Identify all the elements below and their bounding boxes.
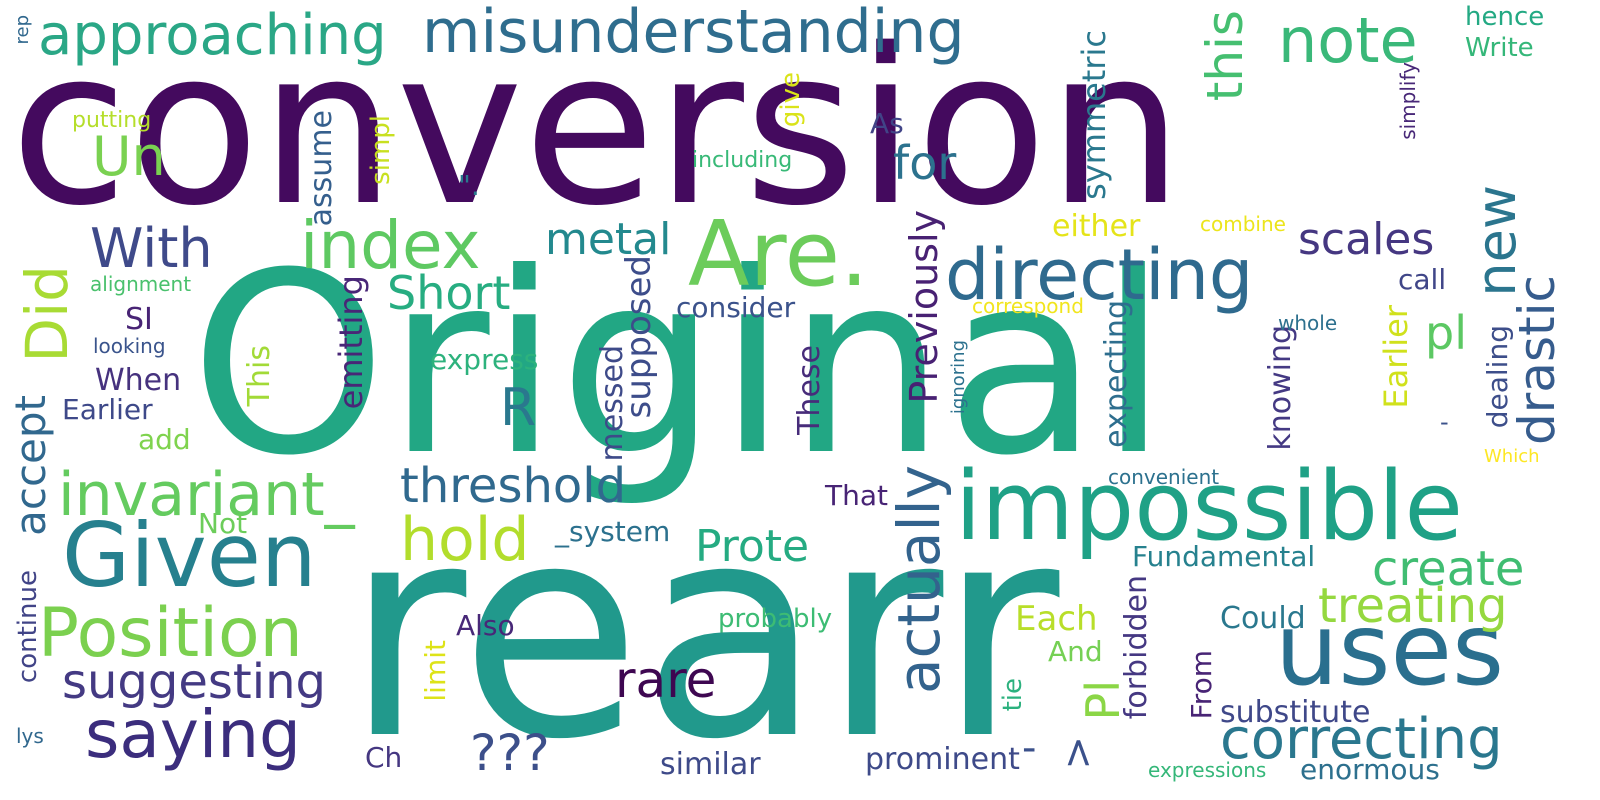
word-accept: accept — [6, 395, 55, 536]
word-drastic: drastic — [1508, 275, 1566, 445]
word-symmetric: symmetric — [1075, 30, 1113, 200]
word-earlier-vertical: Earlier — [1377, 305, 1415, 409]
word-also: Also — [456, 609, 515, 642]
word-dash: - — [1022, 725, 1037, 771]
word-enormous: enormous — [1300, 753, 1440, 786]
word-knowing: knowing — [1263, 325, 1298, 451]
word-arrow: > — [1055, 736, 1101, 770]
word-probably: probably — [718, 604, 833, 634]
word-emitting: emitting — [332, 275, 370, 410]
word-original: Original — [190, 219, 1169, 510]
word-previously: Previously — [902, 210, 946, 404]
word-each: Each — [1015, 599, 1098, 639]
word-prominent: prominent — [865, 742, 1020, 777]
word-not: Not — [198, 507, 248, 540]
word-earlier: Earlier — [62, 393, 153, 426]
word-actually: actually — [885, 465, 953, 695]
word-putting: putting — [72, 108, 152, 133]
word-correspond: correspond — [972, 294, 1084, 318]
word-rep: rep — [12, 15, 33, 45]
word-call: call — [1398, 263, 1447, 296]
word-when: When — [95, 363, 182, 398]
word-fundamental: Fundamental — [1132, 540, 1316, 573]
word-are: Are. — [688, 202, 869, 307]
word-directing: directing — [945, 234, 1254, 316]
word-system: _system — [555, 515, 671, 548]
word-quote-dot: ". — [458, 169, 480, 202]
word-that: That — [825, 479, 888, 512]
word-these: These — [792, 345, 827, 435]
word-hence: hence — [1465, 2, 1545, 32]
word-looking: looking — [93, 334, 166, 358]
word-add: add — [138, 423, 191, 456]
word-continue: continue — [13, 570, 43, 684]
word-lys: lys — [16, 724, 44, 748]
word-express: express — [430, 343, 539, 376]
word-misunderstanding: misunderstanding — [422, 0, 965, 67]
word-similar: similar — [660, 747, 761, 782]
word-for: for — [893, 136, 957, 190]
word-convenient: convenient — [1108, 465, 1220, 489]
word-expecting: expecting — [1099, 300, 1134, 448]
word-from: From — [1185, 650, 1218, 720]
word-could: Could — [1220, 601, 1306, 636]
word-dealing: dealing — [1481, 325, 1514, 429]
word-threshold: threshold — [400, 458, 627, 514]
word-r: R — [500, 378, 537, 438]
word-and: And — [1048, 635, 1103, 668]
word-assume: assume — [304, 110, 339, 227]
word-give: give — [776, 72, 806, 128]
word-combine: combine — [1200, 212, 1286, 236]
word-index: index — [300, 207, 481, 284]
word-dash-small: - — [1440, 408, 1449, 436]
word-si: SI — [125, 302, 153, 337]
word-which: Which — [1484, 446, 1540, 467]
word-whole: whole — [1278, 311, 1338, 335]
word-conversion: conversion — [10, 2, 1184, 253]
word-this-2: This — [242, 345, 277, 407]
word-limit: limit — [419, 640, 452, 702]
word-approaching: approaching — [38, 3, 387, 68]
word-saying: saying — [85, 696, 301, 773]
word-prote: Prote — [695, 521, 810, 572]
word-write: Write — [1465, 33, 1534, 63]
word-invariant: invariant_ — [58, 460, 355, 530]
word-either: either — [1052, 209, 1141, 244]
word-rearr: rearr — [345, 460, 1060, 800]
word-treating: treating — [1318, 578, 1508, 634]
word-tie: tie — [998, 678, 1028, 712]
word-substitute: substitute — [1220, 695, 1371, 730]
word-short: Short — [387, 266, 511, 320]
word-scales: scales — [1298, 214, 1435, 265]
word-forbidden: forbidden — [1119, 575, 1154, 720]
word-suggesting: suggesting — [62, 654, 326, 710]
word-rare: rare — [615, 651, 717, 709]
word-impossible: impossible — [955, 452, 1463, 562]
word-uses: uses — [1275, 591, 1505, 708]
word-question-marks: ??? — [470, 724, 550, 782]
word-consider: consider — [676, 291, 796, 324]
word-correcting: correcting — [1220, 707, 1503, 772]
word-expressions: expressions — [1148, 758, 1267, 782]
word-position: Position — [38, 594, 303, 673]
word-ch: Ch — [365, 741, 403, 774]
word-hold: hold — [400, 505, 530, 575]
word-note: note — [1278, 4, 1418, 77]
word-pl-lower: pl — [1425, 306, 1467, 360]
word-did: Did — [13, 265, 81, 363]
word-simpl: simpl — [366, 115, 396, 185]
word-alignment: alignment — [90, 272, 192, 296]
word-with: With — [90, 217, 213, 280]
word-this-1: this — [1196, 10, 1254, 102]
word-un: Un — [92, 125, 166, 188]
word-including: including — [692, 148, 793, 173]
word-messed: messed — [595, 345, 630, 462]
word-given: Given — [62, 504, 317, 607]
word-simplify: simplify — [1396, 62, 1420, 140]
word-create: create — [1372, 541, 1525, 597]
word-as: As — [870, 107, 904, 140]
word-metal: metal — [545, 214, 672, 265]
word-ignoring: ignoring — [948, 340, 969, 415]
